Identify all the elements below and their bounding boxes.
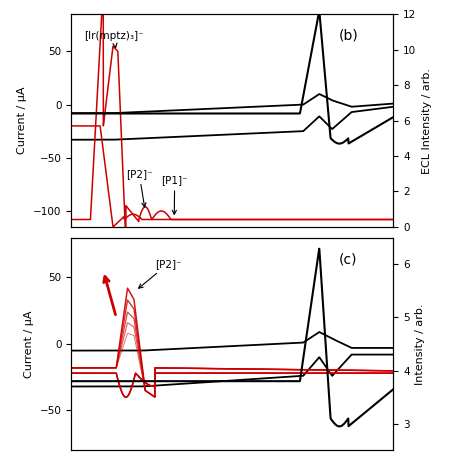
- Text: [Ir(mptz)₃]⁻: [Ir(mptz)₃]⁻: [84, 31, 144, 47]
- Y-axis label: Current / μA: Current / μA: [18, 87, 27, 155]
- Text: [P2]⁻: [P2]⁻: [126, 169, 153, 207]
- Y-axis label: Intensity / arb.: Intensity / arb.: [415, 303, 425, 385]
- Text: [P1]⁻: [P1]⁻: [161, 175, 188, 214]
- Text: (c): (c): [338, 252, 357, 266]
- Y-axis label: Current / μA: Current / μA: [24, 310, 34, 378]
- Y-axis label: ECL Intensity / arb.: ECL Intensity / arb.: [422, 68, 432, 173]
- Text: (b): (b): [338, 29, 358, 43]
- Text: [P2]⁻: [P2]⁻: [139, 259, 182, 288]
